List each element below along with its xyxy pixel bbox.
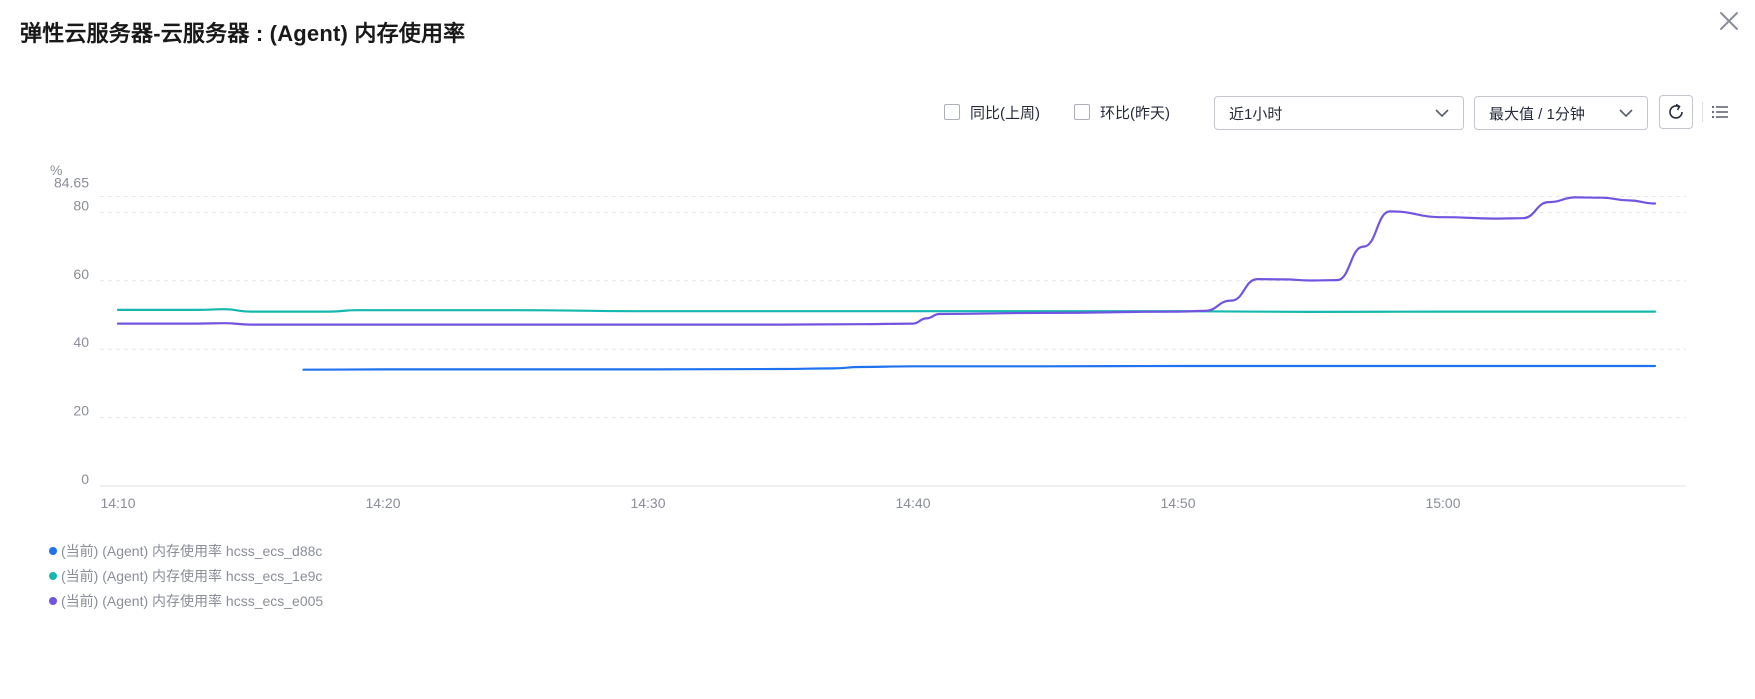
legend-dot: [49, 546, 57, 555]
legend-label: (当前) (Agent) 内存使用率 hcss_ecs_1e9c: [61, 567, 323, 584]
close-icon: [1720, 12, 1738, 30]
close-button[interactable]: [1716, 8, 1742, 34]
chart-legend: (当前) (Agent) 内存使用率 hcss_ecs_d88c (当前) (A…: [49, 538, 323, 613]
y-tick-label: 40: [73, 334, 89, 350]
line-chart: 0 20 40 60 80 84.65% 14:10 14:20 14:30 14:40 14:50…: [50, 162, 1686, 511]
y-axis-unit: %: [50, 162, 62, 178]
y-tick-label: 60: [73, 266, 89, 282]
toolbar-divider: [1702, 102, 1703, 122]
list-icon: [1711, 105, 1728, 119]
series-lines: [116, 196, 1657, 371]
y-tick-label: 80: [73, 197, 89, 213]
legend-label: (当前) (Agent) 内存使用率 hcss_ecs_e005: [61, 592, 324, 609]
checkbox-box[interactable]: [944, 104, 960, 120]
legend-item[interactable]: (当前) (Agent) 内存使用率 hcss_ecs_d88c: [49, 538, 323, 563]
compare-day-label: 环比(昨天): [1100, 104, 1170, 122]
x-tick-label: 15:00: [1425, 495, 1460, 511]
aggregation-value: 最大值 / 1分钟: [1489, 105, 1585, 123]
refresh-icon: [1669, 103, 1683, 119]
legend-label: (当前) (Agent) 内存使用率 hcss_ecs_d88c: [61, 542, 323, 559]
grid-lines: [100, 195, 1686, 487]
refresh-button[interactable]: [1659, 95, 1693, 129]
y-tick-label: 84.65: [54, 174, 89, 190]
y-tick-label: 20: [73, 403, 89, 419]
time-range-value: 近1小时: [1229, 105, 1283, 123]
chevron-down-icon: [1619, 109, 1633, 118]
aggregation-select[interactable]: 最大值 / 1分钟: [1474, 96, 1648, 130]
legend-item[interactable]: (当前) (Agent) 内存使用率 hcss_ecs_1e9c: [49, 563, 323, 588]
checkbox-box[interactable]: [1074, 104, 1090, 120]
x-tick-label: 14:30: [630, 495, 665, 511]
list-menu-button[interactable]: [1710, 102, 1730, 122]
x-tick-label: 14:20: [365, 495, 400, 511]
chevron-down-icon: [1435, 109, 1449, 118]
time-range-select[interactable]: 近1小时: [1214, 96, 1464, 130]
compare-week-checkbox[interactable]: 同比(上周): [944, 102, 1040, 122]
series-line-d88c[interactable]: [302, 364, 1657, 371]
legend-dot: [49, 596, 57, 605]
x-tick-label: 14:50: [1160, 495, 1195, 511]
axis-labels: 0 20 40 60 80 84.65% 14:10 14:20 14:30 14:40 14:50…: [50, 162, 1461, 511]
legend-item[interactable]: (当前) (Agent) 内存使用率 hcss_ecs_e005: [49, 588, 323, 613]
series-line-e005[interactable]: [116, 196, 1657, 326]
y-tick-label: 0: [81, 471, 89, 487]
page-title: 弹性云服务器-云服务器 : (Agent) 内存使用率: [20, 21, 466, 46]
legend-dot: [49, 571, 57, 580]
x-tick-label: 14:40: [895, 495, 930, 511]
x-tick-label: 14:10: [100, 495, 135, 511]
compare-day-checkbox[interactable]: 环比(昨天): [1074, 102, 1170, 122]
compare-week-label: 同比(上周): [970, 104, 1040, 122]
series-line-1e9c[interactable]: [116, 308, 1657, 313]
